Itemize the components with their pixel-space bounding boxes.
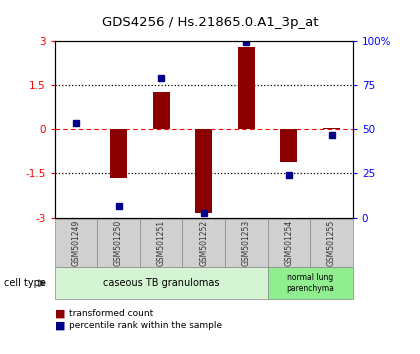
- Text: GSM501251: GSM501251: [157, 220, 165, 267]
- Text: transformed count: transformed count: [69, 309, 154, 318]
- Text: ■: ■: [55, 321, 65, 331]
- Text: caseous TB granulomas: caseous TB granulomas: [103, 278, 219, 288]
- Text: GSM501255: GSM501255: [327, 220, 336, 267]
- Text: GSM501254: GSM501254: [284, 220, 294, 267]
- Text: cell type: cell type: [4, 278, 46, 288]
- Text: GSM501249: GSM501249: [71, 220, 80, 267]
- Bar: [238, 47, 255, 129]
- Bar: [195, 129, 212, 213]
- Text: GSM501252: GSM501252: [199, 220, 208, 267]
- Text: GSM501253: GSM501253: [242, 220, 251, 267]
- Bar: [152, 92, 170, 129]
- Text: ■: ■: [55, 308, 65, 318]
- Text: GSM501250: GSM501250: [114, 220, 123, 267]
- Text: GDS4256 / Hs.21865.0.A1_3p_at: GDS4256 / Hs.21865.0.A1_3p_at: [102, 16, 318, 29]
- Text: percentile rank within the sample: percentile rank within the sample: [69, 321, 223, 330]
- Bar: [323, 128, 340, 129]
- Bar: [281, 129, 297, 162]
- Bar: [110, 129, 127, 178]
- Text: normal lung
parenchyma: normal lung parenchyma: [286, 274, 334, 293]
